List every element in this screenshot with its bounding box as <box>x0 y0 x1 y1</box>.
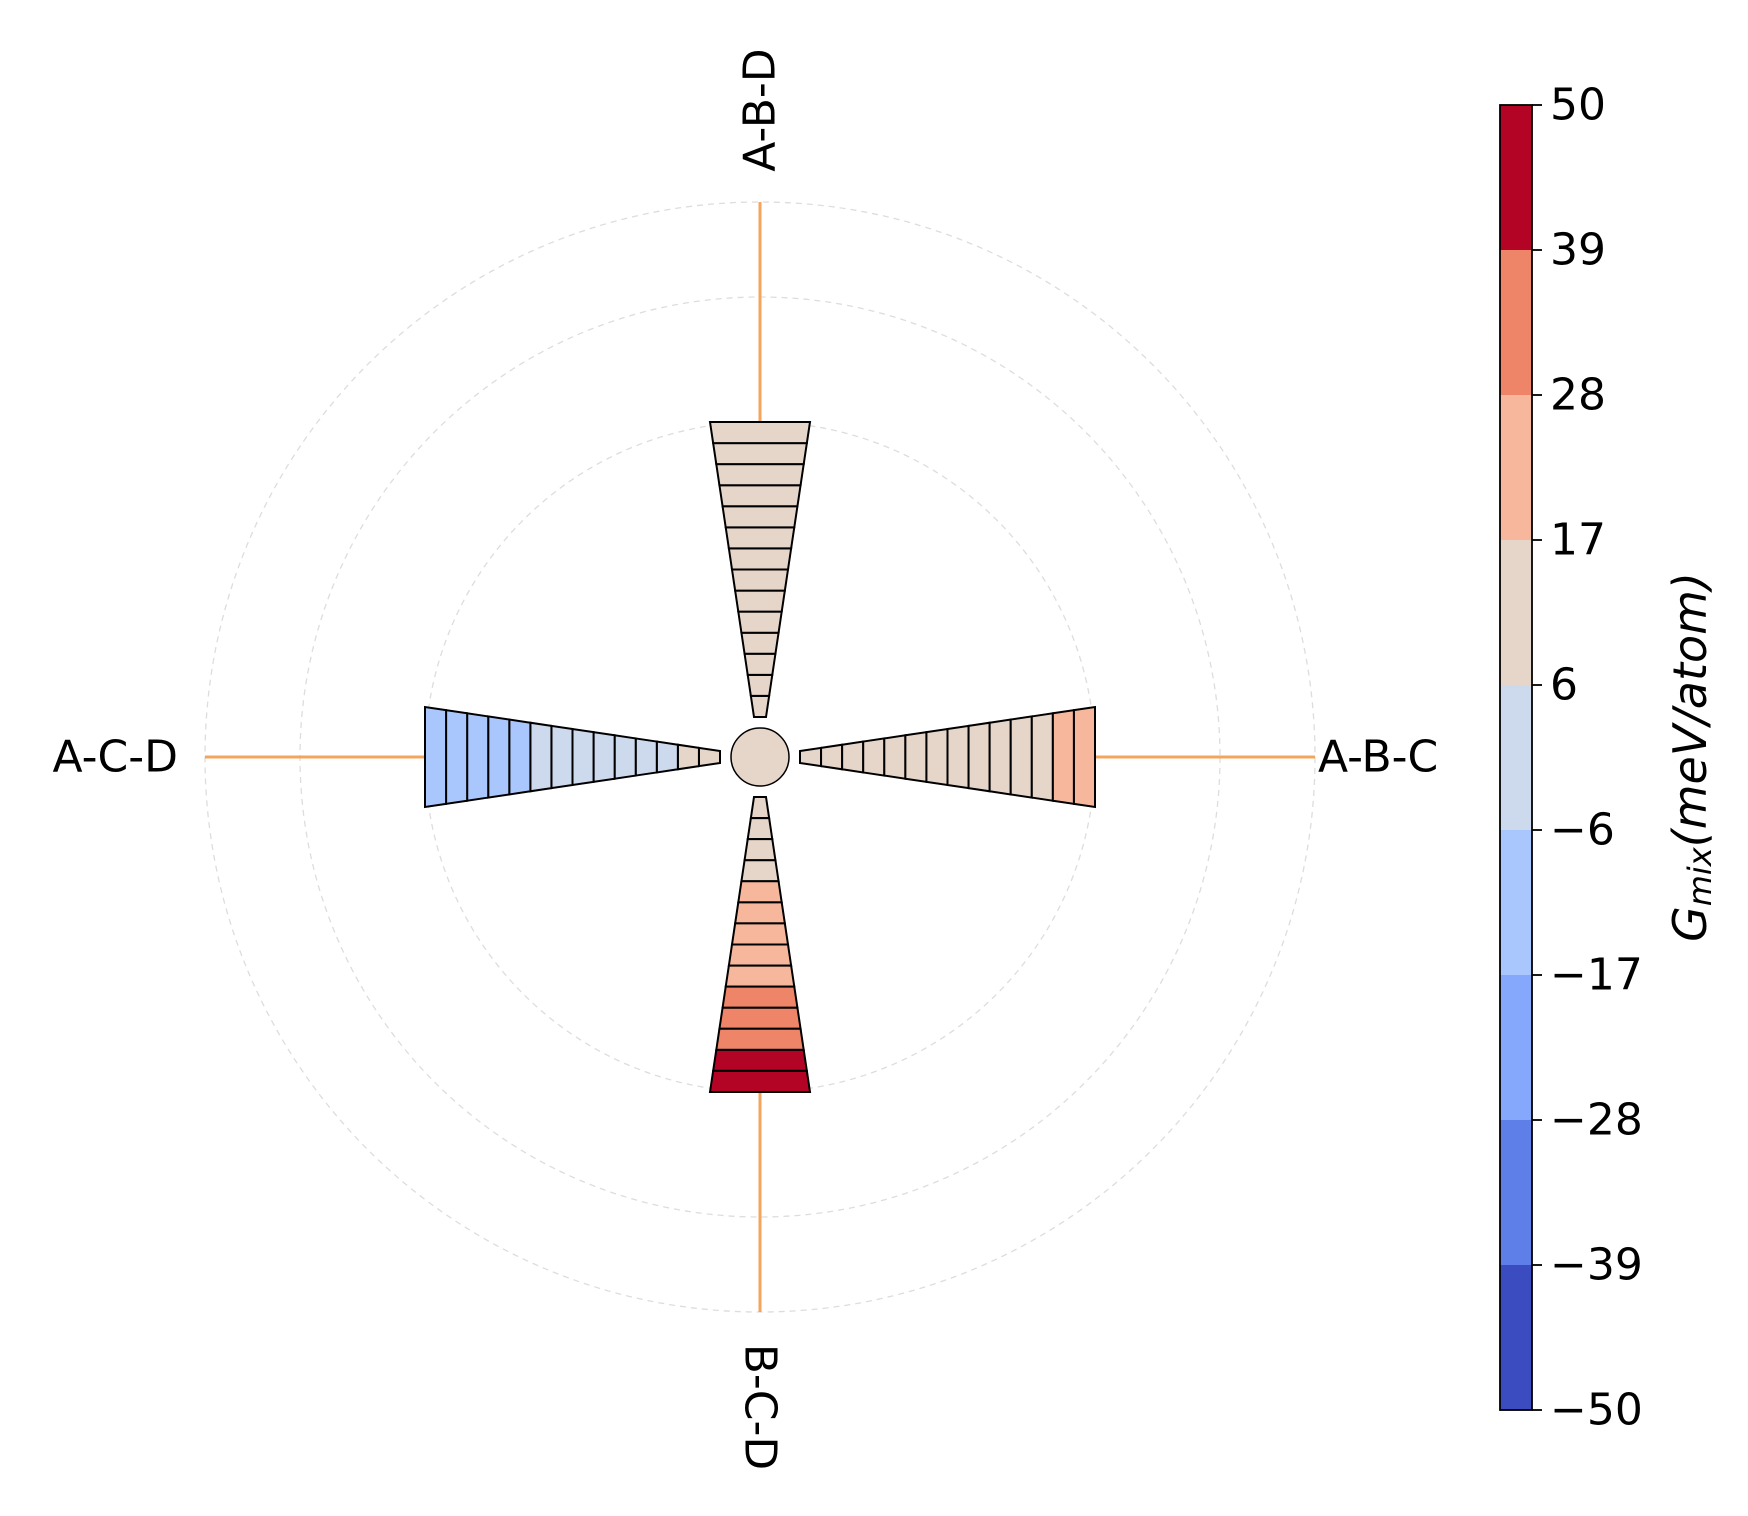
direction-label-b-c-d: B-C-D <box>735 1344 786 1471</box>
wedge-a-c-d <box>424 705 721 809</box>
wedge-segment <box>508 718 532 796</box>
wedge-segment <box>715 1027 805 1051</box>
wedge-segment <box>967 721 991 793</box>
colorbar-tick-label: 6 <box>1550 660 1578 711</box>
wedge-segment <box>749 796 771 820</box>
colorbar-band <box>1500 540 1532 686</box>
wedge-segment <box>740 631 780 655</box>
wedge-segment <box>424 705 448 809</box>
wedge-segment <box>550 724 574 790</box>
direction-labels: A-B-C A-B-D A-C-D B-C-D <box>53 48 1439 1470</box>
wedge-segment <box>730 922 790 946</box>
wedge-segment <box>613 734 637 780</box>
wedge-segment <box>746 817 774 841</box>
direction-label-a-c-d: A-C-D <box>53 732 179 783</box>
wedge-segment <box>529 721 553 793</box>
wedge-segment <box>708 1069 812 1093</box>
colorbar-tick-label: −28 <box>1550 1095 1643 1146</box>
wedge-a-b-c <box>799 705 1096 809</box>
colorbar-band <box>1500 250 1532 396</box>
wedge-segment <box>1030 712 1054 802</box>
colorbar-tick-label: 17 <box>1550 515 1606 566</box>
colorbar-tick-label: 39 <box>1550 225 1606 276</box>
colorbar-band <box>1500 105 1532 251</box>
colorbar-band <box>1500 685 1532 831</box>
wedge-segment <box>592 730 616 784</box>
wedge-segment <box>946 724 970 790</box>
wedge-segment <box>718 1006 802 1030</box>
direction-label-a-b-c: A-B-C <box>1318 732 1438 783</box>
colorbar-band <box>1500 395 1532 541</box>
wedge-segment <box>727 547 793 571</box>
colorbar-tick-label: −17 <box>1550 950 1643 1001</box>
wedge-segment <box>749 694 771 718</box>
colorbar-band <box>1500 1120 1532 1266</box>
wedge-segment <box>697 746 721 768</box>
colorbar-title-symbol: G <box>1663 906 1717 942</box>
colorbar-tick-label: −39 <box>1550 1240 1643 1291</box>
colorbar-tick-label: 50 <box>1550 80 1606 131</box>
wedge-segment <box>487 715 511 799</box>
wedge-segment <box>711 1048 809 1072</box>
wedge-segment <box>718 484 802 508</box>
colorbar-band <box>1500 1265 1532 1411</box>
center-node <box>730 727 790 787</box>
direction-label-a-b-d: A-B-D <box>735 48 786 171</box>
colorbar: 50 39 28 17 6 −6 −17 −28 −39 −50 Gmix(meV/atom) <box>1499 80 1719 1436</box>
wedge-segment <box>724 964 796 988</box>
wedge-segment <box>721 505 799 529</box>
wedge-a-b-d <box>708 421 812 718</box>
wedge-segment <box>883 734 907 780</box>
wedge-segment <box>743 652 777 676</box>
colorbar-band <box>1500 975 1532 1121</box>
colorbar-frame <box>1499 104 1533 1411</box>
colorbar-tick-label: 28 <box>1550 370 1606 421</box>
wedge-segment <box>841 740 865 774</box>
wedge-segment <box>740 859 780 883</box>
wedge-segment <box>737 880 783 904</box>
wedge-segment <box>1072 705 1096 809</box>
wedge-segment <box>724 526 796 550</box>
wedge-segment <box>746 673 774 697</box>
wedges <box>424 421 1096 1093</box>
wedge-segment <box>925 727 949 787</box>
wedge-segment <box>708 421 812 445</box>
colorbar-title-unit: (meV/atom) <box>1663 572 1717 847</box>
wedge-segment <box>743 838 777 862</box>
wedge-segment <box>466 712 490 802</box>
wedge-segment <box>799 746 823 768</box>
colorbar-title: Gmix(meV/atom) <box>1663 572 1719 942</box>
colorbar-tick-label: −6 <box>1550 805 1615 856</box>
wedge-segment <box>730 568 790 592</box>
wedge-segment <box>571 727 595 787</box>
wedge-b-c-d <box>708 796 812 1093</box>
colorbar-band <box>1500 830 1532 976</box>
wedge-segment <box>727 943 793 967</box>
wedge-segment <box>711 442 809 466</box>
colorbar-tick-label: −50 <box>1550 1385 1643 1436</box>
wedge-segment <box>445 708 469 806</box>
wedge-segment <box>737 610 783 634</box>
wedge-segment <box>820 743 844 771</box>
wedge-segment <box>904 730 928 784</box>
wedge-segment <box>1009 715 1033 799</box>
wedge-segment <box>988 718 1012 796</box>
wedge-segment <box>715 463 805 487</box>
wedge-segment <box>1051 708 1075 806</box>
colorbar-title-subscript: mix <box>1681 846 1719 906</box>
wedge-segment <box>733 901 787 925</box>
wedge-segment <box>655 740 679 774</box>
wedge-segment <box>721 985 799 1009</box>
wedge-segment <box>733 589 787 613</box>
wedge-segment <box>634 737 658 777</box>
direction-axis-lines <box>205 202 1315 1312</box>
wedge-segment <box>862 737 886 777</box>
wedge-segment <box>676 743 700 771</box>
